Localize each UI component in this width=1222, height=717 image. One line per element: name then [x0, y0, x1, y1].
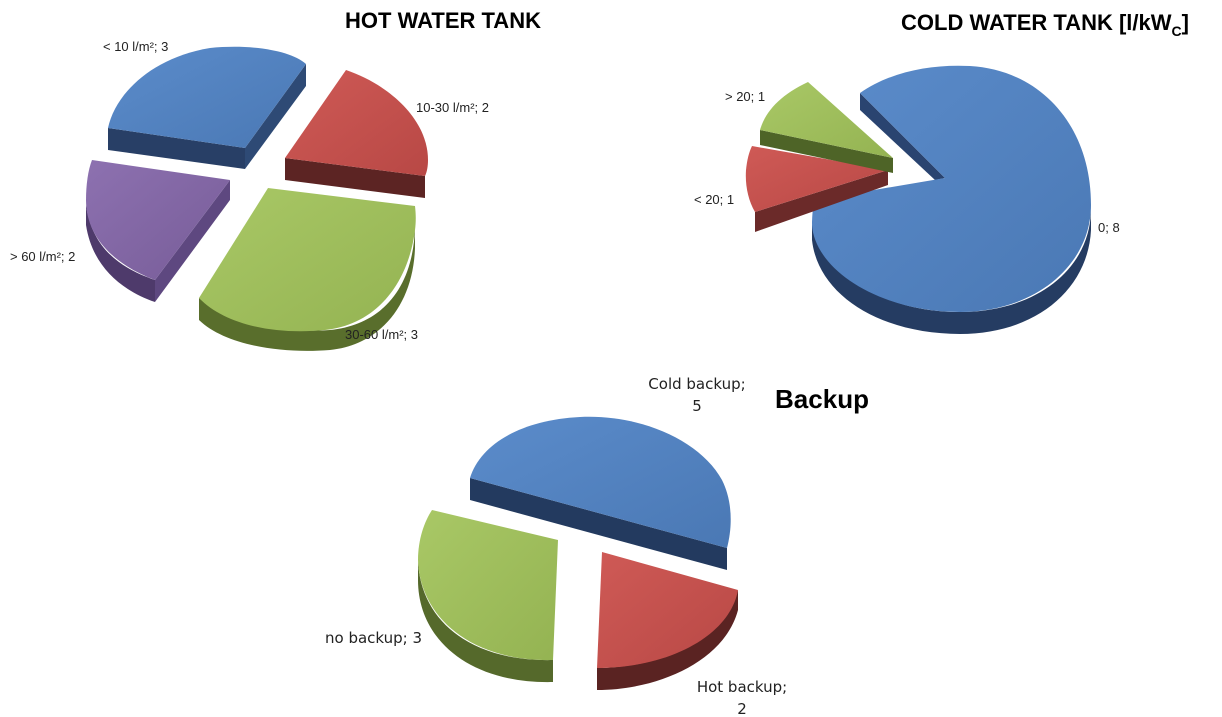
- hot-label-lt10: < 10 l/m²; 3: [103, 39, 168, 54]
- hot-label-10-30: 10-30 l/m²; 2: [416, 100, 489, 115]
- backup-slice-no[interactable]: [418, 510, 558, 661]
- hot-slice-lt10-side2: [245, 64, 306, 169]
- hot-slice-10-30-side: [285, 158, 425, 198]
- backup-slice-hot-side: [597, 590, 738, 690]
- backup-slice-hot[interactable]: [597, 552, 738, 668]
- backup-label-cold-line2: 5: [692, 397, 702, 415]
- hot-slice-lt10-side: [108, 128, 245, 169]
- cold-water-tank-title: COLD WATER TANK [l/kWC]: [901, 10, 1189, 39]
- cold-water-tank-chart: COLD WATER TANK [l/kWC] > 20; 1 < 20; 1 …: [694, 10, 1189, 334]
- cold-label-lt20: < 20; 1: [694, 192, 734, 207]
- hot-slice-gt60-side: [86, 205, 155, 302]
- cold-slice-gt20[interactable]: [760, 82, 893, 158]
- cold-slice-0-side2: [860, 93, 945, 180]
- hot-slice-30-60[interactable]: [199, 188, 416, 332]
- hot-label-30-60: 30-60 l/m²; 3: [345, 327, 418, 342]
- backup-slice-no-side: [418, 560, 553, 683]
- hot-water-tank-title: HOT WATER TANK: [345, 8, 541, 33]
- cold-title-suffix: ]: [1182, 10, 1189, 35]
- cold-slice-0-side: [812, 210, 1091, 334]
- cold-label-gt20: > 20; 1: [725, 89, 765, 104]
- cold-slice-lt20-side: [755, 170, 888, 232]
- backup-slice-cold-side: [470, 478, 727, 570]
- hot-slice-gt60[interactable]: [86, 160, 230, 280]
- backup-title: Backup: [775, 384, 869, 414]
- cold-slice-gt20-side: [760, 130, 893, 173]
- backup-slice-cold[interactable]: [470, 416, 731, 548]
- cold-label-0: 0; 8: [1098, 220, 1120, 235]
- hot-slice-10-30[interactable]: [285, 70, 428, 176]
- backup-chart: Backup Cold backup; 5 Hot backup; 2 no b…: [325, 375, 869, 717]
- hot-water-tank-chart: HOT WATER TANK < 10 l/m²; 3 10-30 l/m²; …: [10, 8, 541, 351]
- hot-label-gt60: > 60 l/m²; 2: [10, 249, 75, 264]
- cold-title-subscript: C: [1172, 23, 1182, 39]
- cold-title-main: COLD WATER TANK [l/kW: [901, 10, 1172, 35]
- cold-slice-lt20[interactable]: [745, 146, 888, 212]
- backup-label-cold-line1: Cold backup;: [648, 375, 745, 393]
- backup-label-hot-line2: 2: [737, 700, 747, 717]
- backup-label-no: no backup; 3: [325, 629, 422, 647]
- backup-label-hot-line1: Hot backup;: [697, 678, 787, 696]
- hot-slice-gt60-side2: [155, 180, 230, 302]
- cold-slice-0[interactable]: [812, 65, 1091, 312]
- hot-slice-lt10[interactable]: [108, 46, 306, 148]
